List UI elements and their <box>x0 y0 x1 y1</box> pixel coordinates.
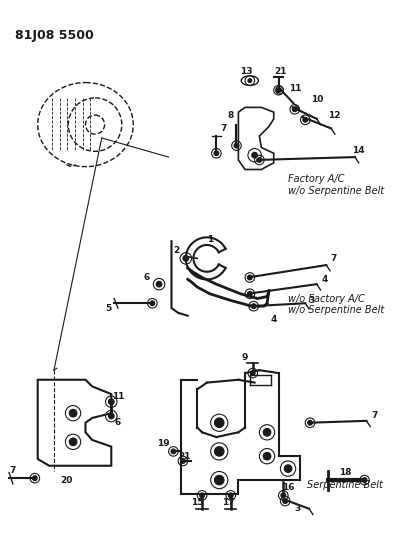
Circle shape <box>248 292 252 296</box>
Text: 16: 16 <box>282 483 295 492</box>
Circle shape <box>228 493 233 498</box>
Text: 11: 11 <box>289 84 302 93</box>
Circle shape <box>263 429 271 436</box>
Circle shape <box>108 399 114 405</box>
Text: w/o Factory A/C
w/o Serpentine Belt: w/o Factory A/C w/o Serpentine Belt <box>288 294 384 316</box>
Text: 21: 21 <box>179 451 191 461</box>
Text: Factory A/C
w/o Serpentine Belt: Factory A/C w/o Serpentine Belt <box>288 174 384 196</box>
Text: 7: 7 <box>371 410 377 419</box>
Circle shape <box>278 88 281 92</box>
Text: 21: 21 <box>274 67 287 76</box>
Text: 9: 9 <box>242 353 248 362</box>
Text: 7: 7 <box>331 254 337 263</box>
Text: 14: 14 <box>352 146 365 155</box>
Text: 81J08 5500: 81J08 5500 <box>15 29 93 42</box>
Circle shape <box>283 499 288 504</box>
Circle shape <box>308 421 312 425</box>
Text: 6: 6 <box>115 418 121 427</box>
Circle shape <box>362 478 367 482</box>
Text: 3: 3 <box>309 296 315 305</box>
Circle shape <box>215 418 224 427</box>
Text: 1: 1 <box>206 235 213 244</box>
Circle shape <box>156 281 162 287</box>
Circle shape <box>181 458 185 463</box>
Circle shape <box>69 409 77 417</box>
Circle shape <box>234 143 239 148</box>
Text: 2: 2 <box>173 246 179 255</box>
Circle shape <box>292 107 297 112</box>
Circle shape <box>303 117 308 122</box>
Text: 4: 4 <box>271 315 277 324</box>
Text: 8: 8 <box>227 110 234 119</box>
Text: 11: 11 <box>112 392 124 401</box>
Circle shape <box>183 255 189 261</box>
Text: 7: 7 <box>10 466 16 475</box>
Text: 17: 17 <box>223 497 235 506</box>
Text: 15: 15 <box>191 497 204 506</box>
Circle shape <box>284 465 292 472</box>
Text: 12: 12 <box>328 110 340 119</box>
Text: 20: 20 <box>60 475 73 484</box>
Text: 19: 19 <box>158 439 170 448</box>
Circle shape <box>214 151 219 156</box>
Text: 3: 3 <box>295 504 301 513</box>
Text: 18: 18 <box>339 468 351 477</box>
Circle shape <box>32 476 37 481</box>
Text: 10: 10 <box>311 95 323 104</box>
Circle shape <box>251 304 256 309</box>
Circle shape <box>150 301 155 306</box>
Circle shape <box>276 88 281 93</box>
Circle shape <box>108 413 114 419</box>
Circle shape <box>200 493 204 498</box>
Circle shape <box>248 79 252 83</box>
Circle shape <box>171 449 176 454</box>
Text: 13: 13 <box>240 67 252 76</box>
Circle shape <box>215 447 224 456</box>
Circle shape <box>281 493 286 498</box>
Text: 6: 6 <box>143 273 150 282</box>
Circle shape <box>252 152 257 158</box>
Text: 5: 5 <box>105 304 112 312</box>
Circle shape <box>248 275 252 280</box>
Circle shape <box>69 438 77 446</box>
Circle shape <box>257 158 262 163</box>
Text: 4: 4 <box>321 275 328 284</box>
Circle shape <box>215 475 224 485</box>
Circle shape <box>263 453 271 460</box>
Text: 7: 7 <box>220 124 226 133</box>
Circle shape <box>250 370 255 375</box>
Text: Serpentine Belt: Serpentine Belt <box>307 480 383 490</box>
